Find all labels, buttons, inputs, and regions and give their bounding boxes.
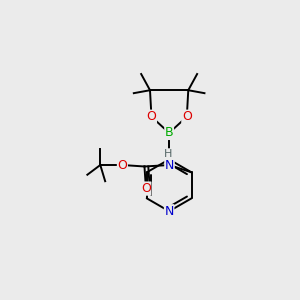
Text: N: N — [164, 205, 174, 218]
Text: O: O — [141, 182, 151, 195]
Text: H: H — [164, 149, 172, 159]
Text: O: O — [146, 110, 156, 123]
Text: B: B — [165, 126, 173, 140]
Text: N: N — [165, 158, 174, 172]
Text: O: O — [117, 158, 127, 172]
Text: O: O — [182, 110, 192, 123]
